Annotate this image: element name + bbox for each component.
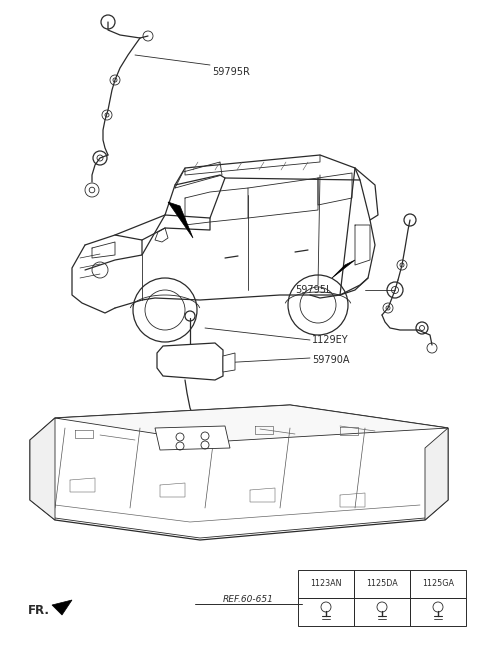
Polygon shape: [52, 600, 72, 615]
Polygon shape: [55, 405, 448, 442]
Bar: [354, 598, 410, 626]
Text: 59790A: 59790A: [312, 355, 349, 365]
Polygon shape: [332, 260, 355, 278]
Text: FR.: FR.: [28, 603, 50, 617]
Text: 1123AN: 1123AN: [310, 580, 342, 588]
Bar: [410, 570, 466, 598]
Polygon shape: [30, 418, 55, 520]
Bar: [298, 598, 354, 626]
Polygon shape: [425, 428, 448, 520]
Text: 1125GA: 1125GA: [422, 580, 454, 588]
Text: 1129EY: 1129EY: [312, 335, 348, 345]
Polygon shape: [223, 353, 235, 372]
Polygon shape: [155, 426, 230, 450]
Bar: [410, 598, 466, 626]
Text: 59795L: 59795L: [295, 285, 332, 295]
Polygon shape: [30, 405, 448, 540]
Bar: [298, 570, 354, 598]
Polygon shape: [157, 343, 223, 380]
Text: 59795R: 59795R: [212, 67, 250, 77]
Polygon shape: [168, 202, 193, 238]
Text: 1125DA: 1125DA: [366, 580, 398, 588]
Bar: [354, 570, 410, 598]
Text: REF.60-651: REF.60-651: [223, 595, 274, 605]
